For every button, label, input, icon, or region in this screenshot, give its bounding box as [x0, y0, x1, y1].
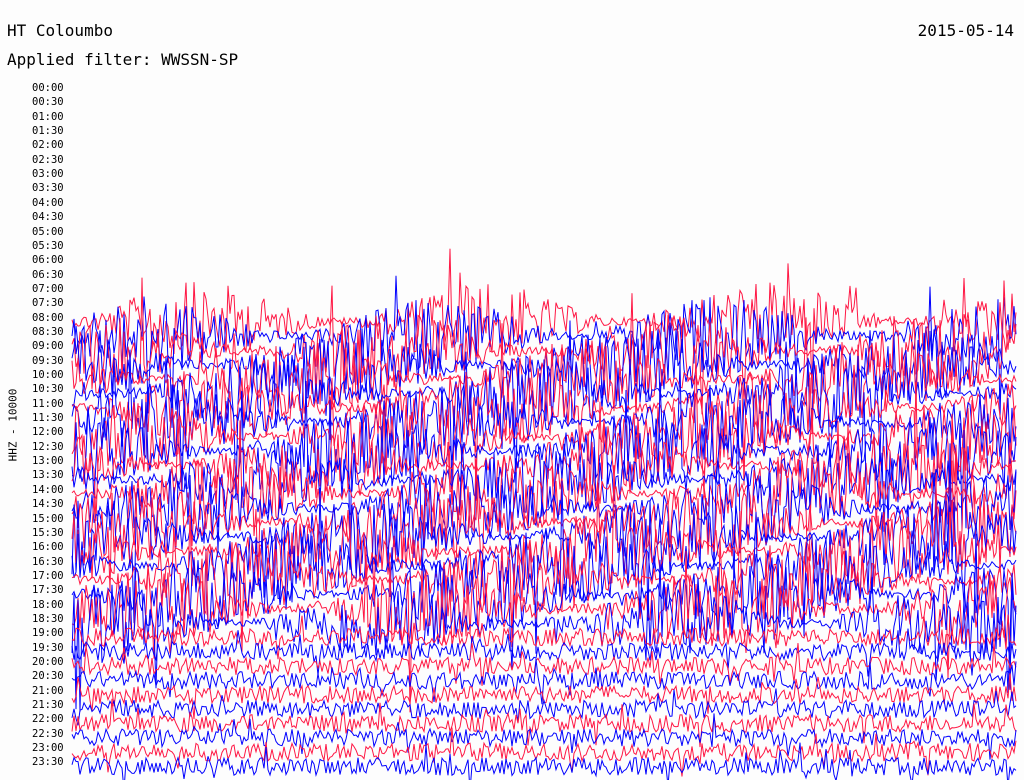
time-tick-label: 05:00 — [32, 225, 64, 238]
trace-row-2030 — [71, 658, 1017, 705]
time-tick-label: 17:00 — [32, 569, 64, 582]
time-tick-label: 07:30 — [32, 297, 64, 310]
trace-row-0830 — [71, 275, 1017, 428]
time-tick-label: 21:30 — [32, 699, 64, 712]
trace-row-0900 — [71, 277, 1017, 419]
time-tick-label: 10:30 — [32, 383, 64, 396]
trace-row-1330 — [71, 391, 1017, 552]
time-tick-label: 00:00 — [32, 82, 64, 94]
time-tick-label: 13:00 — [32, 455, 64, 468]
time-tick-label: 23:00 — [32, 742, 64, 755]
time-tick-label: 00:30 — [32, 96, 64, 109]
time-tick-label: 23:30 — [32, 756, 64, 769]
recording-date: 2015-05-14 — [917, 21, 1014, 40]
trace-row-1100 — [71, 323, 1017, 501]
time-tick-label: 12:00 — [32, 426, 64, 439]
time-tick-label: 08:00 — [32, 311, 64, 324]
time-tick-label: 11:00 — [32, 397, 64, 410]
time-tick-label: 18:00 — [32, 598, 64, 611]
time-tick-label: 16:30 — [32, 555, 64, 568]
time-tick-label: 06:30 — [32, 268, 64, 281]
time-tick-label: 22:30 — [32, 727, 64, 740]
trace-row-2200 — [71, 698, 1017, 748]
trace-row-2330 — [71, 742, 1017, 780]
time-tick-label: 04:00 — [32, 196, 64, 209]
time-tick-label: 04:30 — [32, 211, 64, 224]
time-tick-label: 01:30 — [32, 125, 64, 138]
time-tick-label: 13:30 — [32, 469, 64, 482]
trace-row-1800 — [71, 511, 1017, 713]
time-tick-label: 19:30 — [32, 641, 64, 654]
trace-row-1230 — [71, 360, 1017, 559]
time-tick-label: 02:30 — [32, 153, 64, 166]
trace-row-2130 — [71, 688, 1017, 726]
trace-row-1900 — [71, 614, 1017, 660]
time-tick-label: 02:00 — [32, 139, 64, 152]
time-tick-label: 01:00 — [32, 110, 64, 123]
time-tick-label: 11:30 — [32, 412, 64, 425]
trace-row-2000 — [71, 641, 1017, 686]
station-title: HT Coloumbo — [7, 21, 113, 40]
time-tick-label: 19:00 — [32, 627, 64, 640]
trace-row-1130 — [71, 349, 1017, 494]
time-tick-label: 14:30 — [32, 498, 64, 511]
trace-row-0800 — [71, 248, 1017, 394]
time-axis: 00:00 00:30 01:00 01:30 02:00 02:30 03:00 03:30… — [0, 0, 70, 780]
time-tick-label: 16:00 — [32, 541, 64, 554]
trace-row-1430 — [71, 406, 1017, 582]
time-tick-label: 08:30 — [32, 325, 64, 338]
time-tick-label: 22:00 — [32, 713, 64, 726]
trace-row-1930 — [71, 628, 1017, 677]
time-tick-label: 03:00 — [32, 168, 64, 181]
trace-row-1030 — [71, 320, 1017, 501]
time-tick-label: 18:30 — [32, 612, 64, 625]
time-tick-label: 14:00 — [32, 483, 64, 496]
time-tick-label: 10:00 — [32, 369, 64, 381]
time-tick-label: 06:00 — [32, 254, 64, 267]
time-tick-label: 20:30 — [32, 670, 64, 683]
filter-label: Applied filter: WWSSN-SP — [7, 50, 239, 69]
time-tick-label: 03:30 — [32, 182, 64, 195]
time-tick-label: 21:00 — [32, 684, 64, 697]
seismic-traces — [71, 248, 1017, 780]
trace-row-2300 — [71, 727, 1017, 777]
time-tick-label: 09:00 — [32, 340, 64, 353]
trace-row-1400 — [71, 419, 1017, 600]
time-tick-label: 20:00 — [32, 656, 64, 668]
time-tick-label: 15:00 — [32, 512, 64, 525]
trace-row-1830 — [71, 533, 1017, 712]
trace-row-1500 — [71, 444, 1017, 601]
time-tick-label: 12:30 — [32, 440, 64, 453]
time-tick-label: 15:30 — [32, 526, 64, 539]
time-tick-label: 07:00 — [32, 282, 64, 295]
time-tick-label: 09:30 — [32, 354, 64, 367]
time-tick-label: 17:30 — [32, 584, 64, 597]
time-tick-label: 05:30 — [32, 239, 64, 252]
